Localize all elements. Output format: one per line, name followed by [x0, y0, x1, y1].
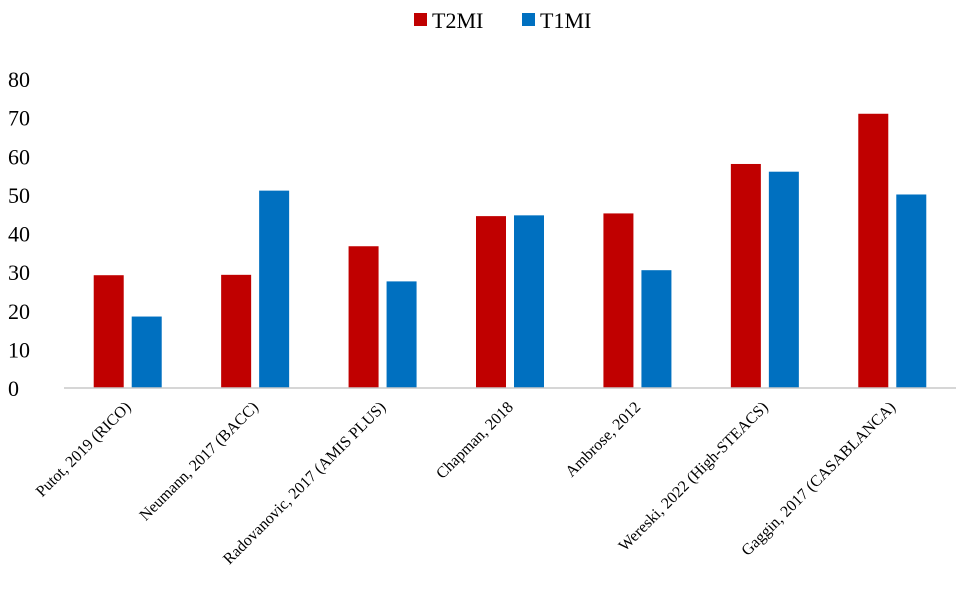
- bar-t1mi-2: [386, 281, 417, 388]
- y-tick-label: 70: [8, 106, 30, 131]
- y-tick-label: 80: [8, 67, 30, 92]
- legend-label-t1mi: T1MI: [540, 8, 591, 33]
- bar-t2mi-1: [221, 274, 252, 388]
- x-tick-label: Ambrose, 2012: [562, 399, 644, 481]
- y-tick-label: 60: [8, 144, 30, 169]
- bar-t2mi-5: [730, 163, 761, 388]
- legend-swatch-t1mi: [522, 13, 535, 26]
- bar-t1mi-6: [896, 194, 927, 388]
- y-axis: 0 10 20 30 40 50 60 70 80: [8, 67, 30, 401]
- bar-t1mi-1: [259, 190, 290, 388]
- y-tick-label: 10: [8, 337, 30, 362]
- y-tick-label: 40: [8, 222, 30, 247]
- legend-swatch-t2mi: [414, 13, 427, 26]
- x-tick-label: Neumann, 2017 (BACC): [137, 399, 262, 524]
- bar-t2mi-3: [476, 216, 506, 388]
- bar-t2mi-6: [858, 113, 889, 388]
- x-tick-label: Gaggin, 2017 (CASABLANCA): [738, 399, 899, 560]
- bar-t1mi-5: [768, 171, 799, 388]
- y-tick-label: 20: [8, 299, 30, 324]
- bar-t2mi-4: [603, 213, 634, 388]
- bar-t1mi-3: [514, 215, 544, 388]
- x-tick-label: Wereski, 2022 (High-STEACS): [616, 399, 772, 555]
- y-tick-label: 30: [8, 260, 30, 285]
- y-tick-label: 0: [8, 376, 19, 401]
- bar-t2mi-2: [348, 246, 379, 388]
- x-tick-label: Chapman, 2018: [433, 399, 517, 483]
- bar-t1mi-4: [641, 270, 672, 388]
- legend: T2MI T1MI: [414, 8, 591, 33]
- bars: [93, 113, 927, 388]
- bar-t1mi-0: [131, 316, 162, 388]
- y-tick-label: 50: [8, 183, 30, 208]
- bar-t2mi-0: [93, 275, 124, 388]
- legend-label-t2mi: T2MI: [432, 8, 483, 33]
- x-axis-labels: Putot, 2019 (RICO) Neumann, 2017 (BACC)Ra…: [33, 399, 899, 568]
- x-tick-label: Putot, 2019 (RICO): [33, 399, 135, 501]
